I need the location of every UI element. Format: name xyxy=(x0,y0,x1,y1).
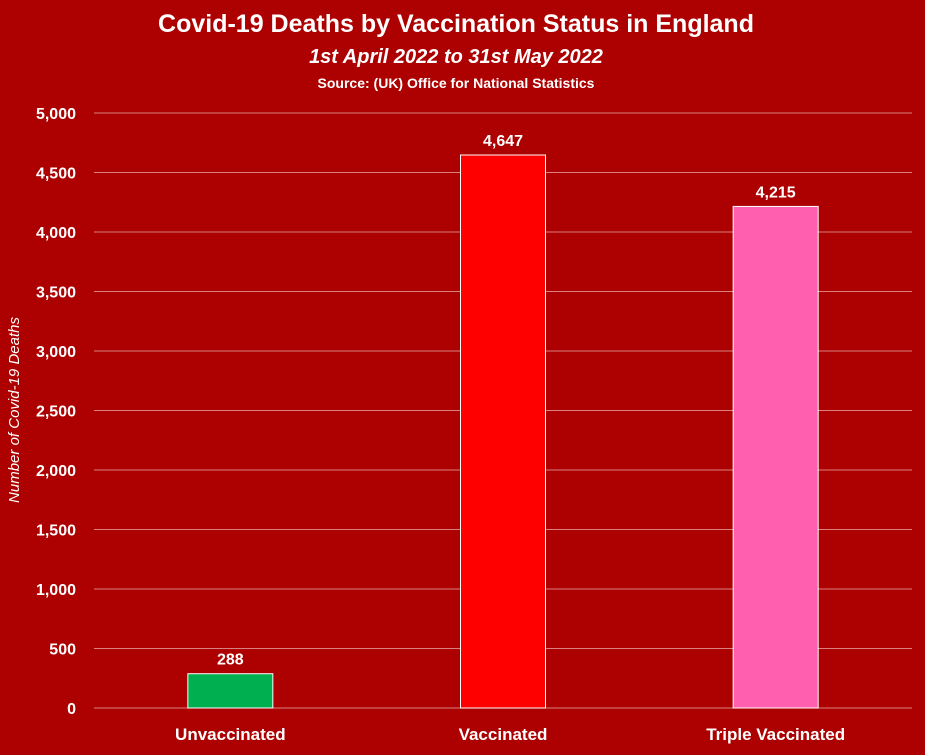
x-axis-ticks: Unvaccinated Vaccinated Triple Vaccinated xyxy=(175,725,845,744)
y-tick-label: 4,500 xyxy=(36,166,76,183)
x-tick-label: Unvaccinated xyxy=(175,725,286,744)
bars xyxy=(187,154,819,709)
y-tick-label: 3,000 xyxy=(36,344,76,361)
y-tick-label: 500 xyxy=(49,642,76,659)
y-axis-label: Number of Covid-19 Deaths xyxy=(6,317,23,503)
y-axis-ticks: 0 500 1,000 1,500 2,000 2,500 3,000 3,500 4,000 4… xyxy=(36,106,76,718)
y-tick-label: 2,000 xyxy=(36,463,76,480)
chart-subtitle: 1st April 2022 to 31st May 2022 xyxy=(309,46,603,68)
data-labels: 288 4,647 4,215 xyxy=(217,133,796,669)
y-tick-label: 2,500 xyxy=(36,404,76,421)
bar-vaccinated xyxy=(460,154,546,709)
x-tick-label: Triple Vaccinated xyxy=(706,725,845,744)
data-label: 4,647 xyxy=(483,133,523,150)
y-tick-label: 1,000 xyxy=(36,582,76,599)
y-tick-label: 4,000 xyxy=(36,225,76,242)
y-tick-label: 5,000 xyxy=(36,106,76,123)
chart-source: Source: (UK) Office for National Statist… xyxy=(318,75,595,91)
chart-title: Covid-19 Deaths by Vaccination Status in… xyxy=(158,10,754,38)
data-label: 4,215 xyxy=(756,184,796,201)
bar-triple-vaccinated xyxy=(732,205,819,709)
y-tick-label: 0 xyxy=(67,701,76,718)
x-tick-label: Vaccinated xyxy=(459,725,548,744)
data-label: 288 xyxy=(217,652,244,669)
y-tick-label: 1,500 xyxy=(36,523,76,540)
y-tick-label: 3,500 xyxy=(36,285,76,302)
bar-unvaccinated xyxy=(187,673,274,709)
